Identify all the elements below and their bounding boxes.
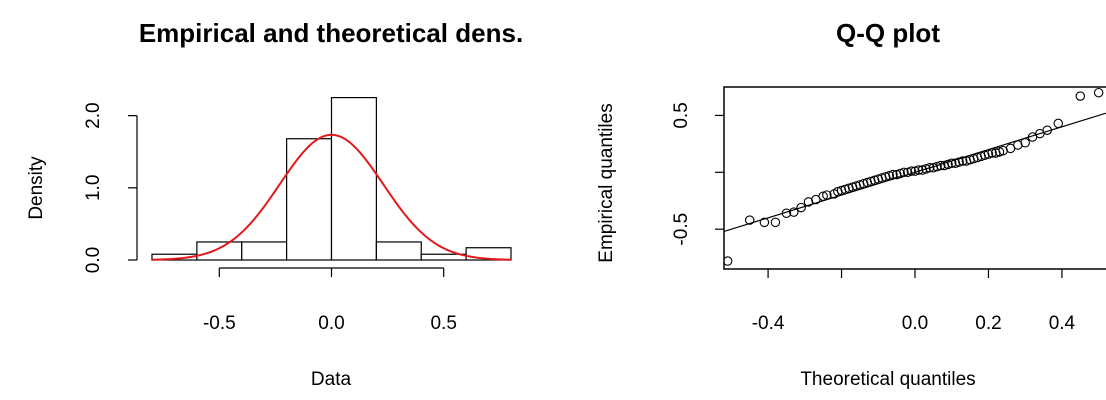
x-tick-label: 0.5	[430, 313, 456, 334]
qq-point	[770, 217, 781, 228]
qq-point	[924, 163, 935, 173]
x-tick-label: 0.0	[318, 313, 344, 334]
qq-chart-xlabel: Theoretical quantiles	[800, 369, 975, 390]
density-curve	[151, 133, 512, 261]
qq-point	[822, 190, 832, 200]
qq-point	[759, 217, 770, 228]
qq-point	[724, 256, 733, 266]
histogram-bars	[151, 97, 512, 261]
y-tick-label: 0.0	[83, 247, 104, 273]
density-chart: Empirical and theoretical dens. Data Den…	[26, 18, 523, 390]
qq-point	[1053, 118, 1064, 129]
qq-point	[899, 167, 909, 178]
y-tick-label: 0.5	[671, 102, 692, 128]
qq-point	[1093, 87, 1104, 98]
qq-point	[910, 166, 920, 176]
qq-point	[954, 157, 964, 167]
qq-point	[946, 158, 957, 168]
histogram-bar	[330, 97, 377, 261]
x-tick-label: 0.2	[975, 313, 1001, 334]
x-tick-label: -0.4	[752, 313, 785, 334]
histogram-bar	[286, 138, 333, 261]
qq-point	[935, 160, 946, 171]
qq-point	[895, 168, 906, 179]
qq-point	[888, 169, 898, 180]
qq-point	[744, 215, 755, 225]
qq-point	[983, 149, 994, 159]
density-chart-x-axis: -0.5 0.0 0.5	[203, 267, 457, 334]
qq-point	[932, 161, 942, 172]
qq-chart-ylabel: Empirical quantiles	[596, 103, 617, 262]
qq-point	[957, 156, 968, 166]
density-chart-xlabel: Data	[311, 369, 352, 390]
density-chart-ylabel: Density	[26, 156, 47, 220]
qq-point	[943, 159, 953, 170]
x-tick-label: 0.4	[1049, 313, 1076, 334]
histogram-bar	[196, 241, 243, 261]
qq-chart: Q-Q plot Theoretical quantiles Empirical…	[596, 18, 1106, 390]
qq-point	[1075, 91, 1086, 101]
density-chart-title: Empirical and theoretical dens.	[139, 18, 523, 48]
qq-point	[913, 165, 924, 175]
density-chart-y-axis: 0.0 1.0 2.0	[83, 102, 138, 273]
histogram-bar	[375, 241, 422, 261]
qq-point	[1020, 137, 1030, 148]
qq-chart-y-axis: -0.5 0.5	[671, 102, 724, 246]
qq-point	[906, 166, 917, 176]
qq-point	[884, 170, 895, 181]
qq-point	[1042, 125, 1052, 135]
qq-plot-frame	[723, 86, 1106, 270]
qq-point	[994, 147, 1005, 157]
y-tick-label: 1.0	[83, 175, 104, 201]
qq-chart-title: Q-Q plot	[836, 18, 940, 48]
qq-point	[818, 191, 828, 201]
qq-point	[789, 207, 799, 217]
qq-plot-area	[724, 87, 1106, 266]
qq-point	[902, 167, 913, 178]
x-tick-label: -0.5	[203, 313, 236, 334]
qq-point	[781, 208, 792, 219]
y-tick-label: -0.5	[671, 213, 692, 246]
qq-point	[796, 202, 806, 213]
qq-chart-x-axis: -0.4 0.0 0.2 0.4	[752, 269, 1076, 334]
x-tick-label: 0.0	[902, 313, 928, 334]
y-tick-label: 2.0	[83, 102, 104, 128]
qq-points	[724, 87, 1104, 266]
qq-point	[987, 148, 997, 158]
qq-point	[921, 164, 931, 174]
histogram-bar	[241, 241, 288, 261]
